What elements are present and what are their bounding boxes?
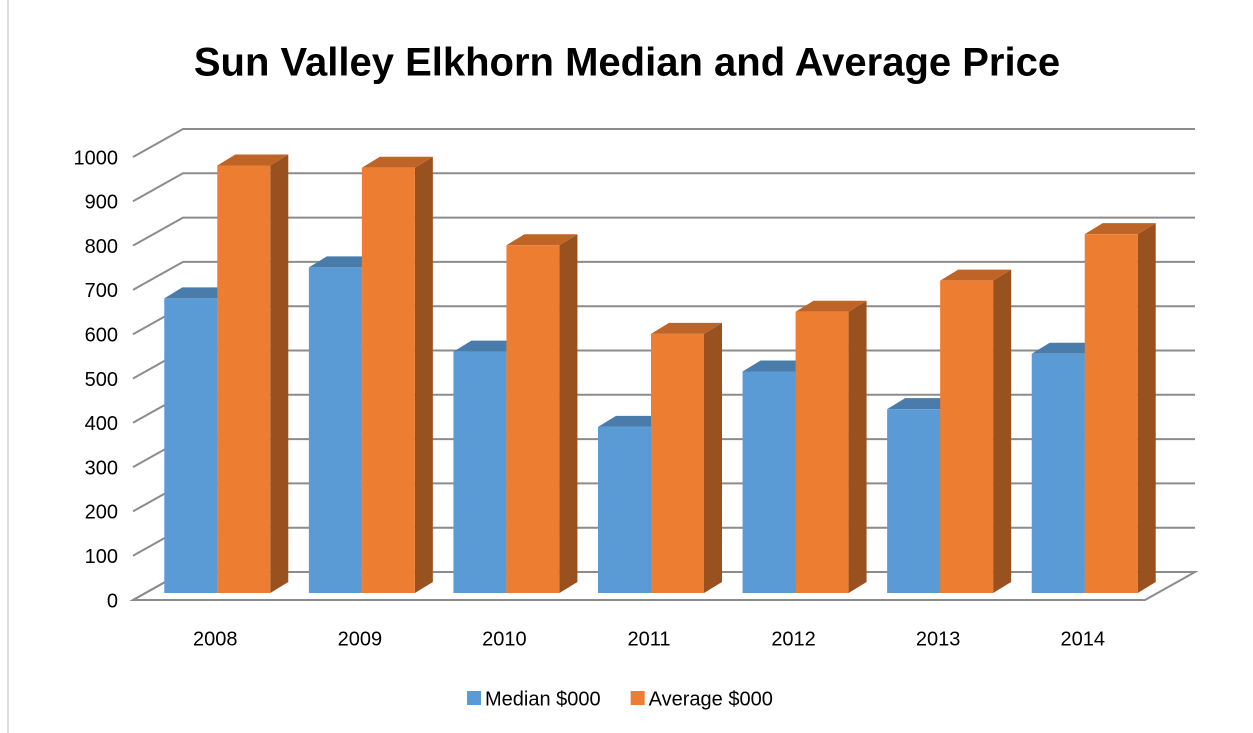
bar — [887, 409, 941, 593]
x-tick-label: 2009 — [338, 628, 383, 650]
bar — [795, 311, 849, 593]
bar — [742, 371, 796, 593]
bar-side — [704, 322, 722, 593]
bar-side — [993, 269, 1012, 593]
bar — [164, 298, 218, 593]
bar-top — [361, 156, 433, 168]
bar-top — [217, 154, 289, 166]
bar — [506, 245, 560, 593]
x-tick-label: 2010 — [482, 628, 527, 650]
chart-title: Sun Valley Elkhorn Median and Average Pr… — [194, 41, 1060, 85]
y-tick-label: 600 — [85, 324, 118, 346]
grid-line — [132, 128, 1195, 158]
y-tick-label: 400 — [85, 413, 118, 435]
bar-side — [1137, 223, 1156, 594]
bar — [361, 167, 415, 593]
bar — [940, 280, 994, 593]
bar — [1084, 234, 1138, 594]
x-tick-label: 2011 — [627, 628, 670, 650]
bar — [453, 351, 507, 593]
y-tick-label: 0 — [107, 590, 118, 612]
legend-swatch — [630, 691, 645, 705]
x-tick-label: 2012 — [771, 628, 816, 650]
y-tick-label: 500 — [85, 369, 118, 391]
bar-side — [848, 300, 867, 593]
y-tick-label: 300 — [85, 457, 118, 479]
x-tick-label: 2008 — [193, 628, 238, 650]
y-tick-label: 200 — [85, 502, 118, 524]
bar — [651, 333, 704, 593]
legend-label: Median $000 — [485, 688, 601, 710]
bar-top — [795, 300, 867, 312]
bar — [1031, 353, 1085, 593]
bar — [308, 267, 362, 593]
bar — [598, 426, 651, 593]
y-tick-label: 800 — [85, 236, 118, 258]
legend-swatch — [467, 691, 481, 705]
grid-line — [132, 172, 1195, 203]
x-tick-label: 2014 — [1060, 628, 1105, 650]
bar-top — [1084, 223, 1156, 235]
y-tick-label: 100 — [85, 546, 118, 568]
grid-line — [132, 216, 1195, 247]
bar-top — [651, 322, 722, 334]
bar — [217, 165, 271, 593]
bar-top — [506, 234, 578, 246]
y-tick-label: 1000 — [74, 147, 119, 169]
legend-label: Average $000 — [649, 688, 773, 710]
bar-side — [414, 156, 433, 593]
y-tick-label: 700 — [85, 280, 118, 302]
bar-top — [940, 269, 1012, 281]
y-tick-label: 900 — [85, 192, 118, 214]
bar-side — [559, 234, 578, 593]
bar-side — [270, 154, 289, 593]
grid-line — [132, 260, 1195, 291]
x-tick-label: 2013 — [916, 628, 961, 650]
